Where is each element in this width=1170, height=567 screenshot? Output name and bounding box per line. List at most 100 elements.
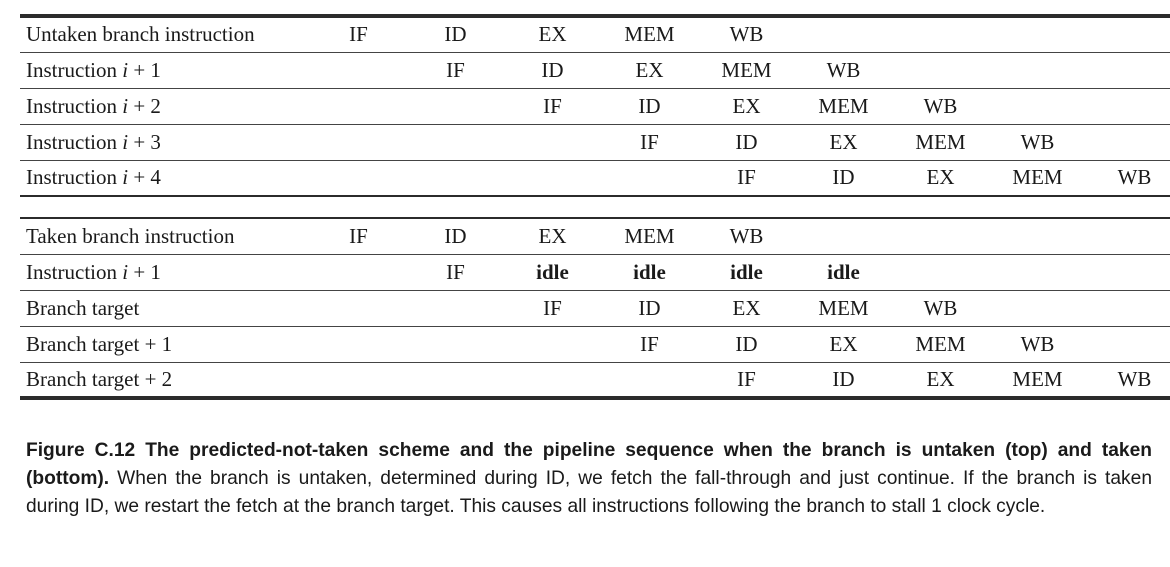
empty-cell	[310, 88, 407, 124]
empty-cell	[601, 362, 698, 398]
stage-cell: IF	[349, 223, 368, 248]
stage-cell: MEM	[818, 295, 869, 320]
stage-cell: ID	[832, 165, 855, 190]
empty-cell	[1086, 16, 1170, 52]
stage-cell: IF	[446, 57, 465, 82]
stage-cell: WB	[923, 93, 958, 118]
instruction-label: Instruction i + 3	[26, 129, 161, 154]
stage-cell: WB	[1020, 129, 1055, 154]
empty-cell	[989, 88, 1086, 124]
empty-cell	[504, 362, 601, 398]
instruction-label: Instruction i + 4	[26, 165, 161, 190]
stage-cell: IF	[543, 93, 562, 118]
stage-cell: MEM	[624, 223, 675, 248]
instruction-label: Branch target	[26, 295, 140, 320]
stage-cell: MEM	[915, 129, 966, 154]
pipeline-row: Instruction i + 3 IF ID EX MEM WB	[20, 124, 1170, 160]
empty-cell	[795, 16, 892, 52]
stage-cell: WB	[1020, 331, 1055, 356]
stage-cell: ID	[735, 331, 758, 356]
stage-cell: IF	[737, 165, 756, 190]
stage-cell: ID	[832, 366, 855, 391]
empty-cell	[310, 52, 407, 88]
empty-cell	[1086, 254, 1170, 290]
stage-cell: EX	[538, 223, 567, 248]
instruction-label: Taken branch instruction	[26, 223, 235, 248]
stage-cell: ID	[444, 22, 467, 47]
empty-cell	[892, 16, 989, 52]
empty-cell	[795, 218, 892, 254]
stage-cell: EX	[926, 165, 955, 190]
stage-cell: IF	[640, 331, 659, 356]
stage-cell: WB	[729, 22, 764, 47]
empty-cell	[892, 218, 989, 254]
stage-cell: MEM	[624, 22, 675, 47]
stage-cell: EX	[732, 295, 761, 320]
empty-cell	[310, 254, 407, 290]
stage-cell: IF	[737, 366, 756, 391]
empty-cell	[989, 290, 1086, 326]
stage-cell: MEM	[1012, 165, 1063, 190]
empty-cell	[504, 124, 601, 160]
instruction-label: Instruction i + 2	[26, 93, 161, 118]
empty-cell	[1086, 326, 1170, 362]
pipeline-row: Untaken branch instruction IF ID EX MEM WB	[20, 16, 1170, 52]
stage-cell: IF	[349, 22, 368, 47]
stage-cell: idle	[730, 259, 763, 284]
stage-cell: EX	[829, 331, 858, 356]
empty-cell	[407, 326, 504, 362]
stage-cell: IF	[543, 295, 562, 320]
figure-caption: Figure C.12 The predicted-not-taken sche…	[26, 437, 1152, 521]
pipeline-row: Branch target + 1 IF ID EX MEM WB	[20, 326, 1170, 362]
stage-cell: WB	[1117, 366, 1152, 391]
stage-cell: idle	[536, 259, 569, 284]
pipeline-row: Instruction i + 2 IF ID EX MEM WB	[20, 88, 1170, 124]
stage-cell: IF	[446, 259, 465, 284]
stage-cell: MEM	[1012, 366, 1063, 391]
stage-cell: MEM	[818, 93, 869, 118]
empty-cell	[1086, 52, 1170, 88]
stage-cell: EX	[635, 57, 664, 82]
untaken-pipeline-table: Untaken branch instruction IF ID EX MEM WB Ins…	[20, 14, 1170, 197]
pipeline-row: Instruction i + 1 IF idle idle idle idle	[20, 254, 1170, 290]
empty-cell	[1086, 88, 1170, 124]
taken-pipeline-table: Taken branch instruction IF ID EX MEM WB Instr…	[20, 217, 1170, 400]
empty-cell	[407, 290, 504, 326]
stage-cell: MEM	[721, 57, 772, 82]
instruction-label: Untaken branch instruction	[26, 22, 255, 47]
stage-cell: EX	[538, 22, 567, 47]
empty-cell	[504, 160, 601, 196]
empty-cell	[310, 290, 407, 326]
pipeline-row: Branch target IF ID EX MEM WB	[20, 290, 1170, 326]
empty-cell	[1086, 290, 1170, 326]
empty-cell	[504, 326, 601, 362]
empty-cell	[407, 362, 504, 398]
figure-body: When the branch is untaken, determined d…	[26, 468, 1152, 517]
figure-label: Figure C.12	[26, 440, 136, 461]
stage-cell: ID	[541, 57, 564, 82]
empty-cell	[407, 124, 504, 160]
empty-cell	[601, 160, 698, 196]
pipeline-row: Instruction i + 1 IF ID EX MEM WB	[20, 52, 1170, 88]
pipeline-row: Taken branch instruction IF ID EX MEM WB	[20, 218, 1170, 254]
stage-cell: idle	[827, 259, 860, 284]
empty-cell	[1086, 218, 1170, 254]
stage-cell: WB	[826, 57, 861, 82]
stage-cell: WB	[923, 295, 958, 320]
empty-cell	[407, 160, 504, 196]
instruction-label: Instruction i + 1	[26, 57, 161, 82]
empty-cell	[310, 160, 407, 196]
instruction-label: Instruction i + 1	[26, 259, 161, 284]
stage-cell: ID	[735, 129, 758, 154]
empty-cell	[989, 16, 1086, 52]
stage-cell: EX	[926, 366, 955, 391]
stage-cell: EX	[829, 129, 858, 154]
figure-title: The predicted-not-taken scheme and the p…	[26, 440, 1152, 489]
stage-cell: IF	[640, 129, 659, 154]
stage-cell: idle	[633, 259, 666, 284]
instruction-label: Branch target + 2	[26, 366, 173, 391]
pipeline-row: Branch target + 2 IF ID EX MEM WB	[20, 362, 1170, 398]
empty-cell	[310, 124, 407, 160]
stage-cell: ID	[638, 295, 661, 320]
empty-cell	[892, 254, 989, 290]
